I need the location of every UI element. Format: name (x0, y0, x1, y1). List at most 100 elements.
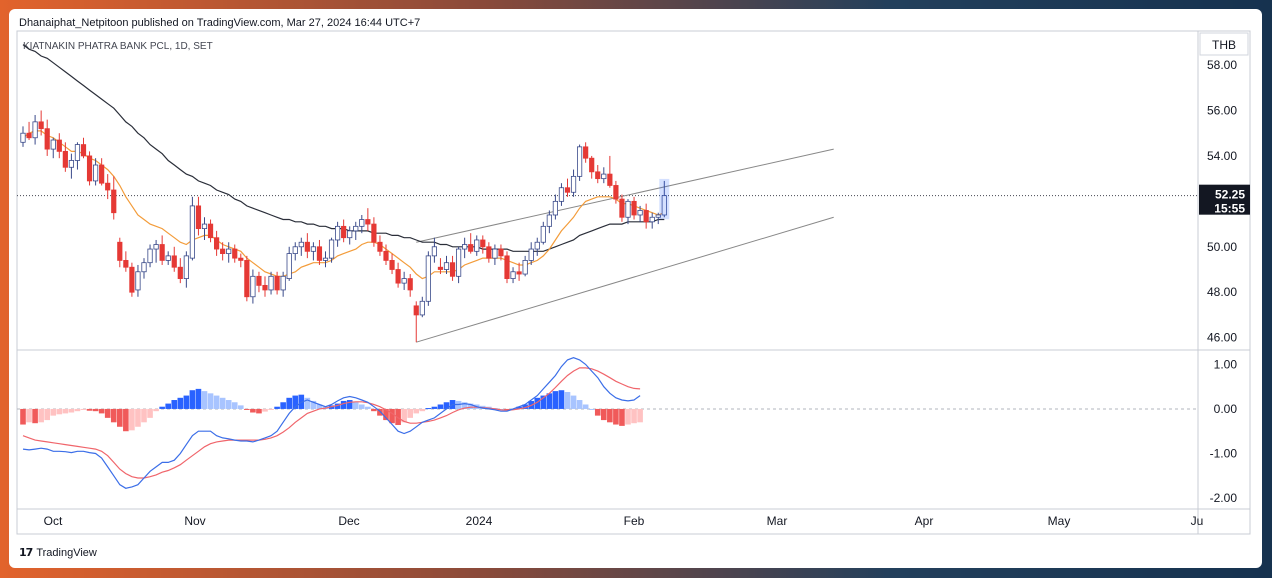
price-tick-label: 56.00 (1207, 104, 1237, 118)
candle-body (589, 157, 595, 173)
candle-body (498, 248, 504, 257)
candle-body (232, 248, 238, 259)
candle-body (371, 223, 377, 243)
tradingview-brand[interactable]: 17 TradingView (19, 546, 97, 559)
candle-body (189, 205, 195, 259)
candle-body (50, 139, 56, 150)
macd-histogram-bar (637, 408, 643, 423)
ema-short-line (22, 130, 665, 280)
current-price-time: 15:55 (1214, 202, 1245, 216)
candle-body (153, 244, 159, 250)
time-axis-label: Ju (1191, 514, 1204, 528)
time-axis-label: Apr (915, 514, 934, 528)
macd-histogram-bar (594, 408, 601, 416)
candle-body (528, 248, 534, 261)
macd-histogram-bar (401, 408, 407, 423)
candle-body (123, 260, 129, 268)
candle-body (250, 275, 256, 298)
candle-body (220, 248, 226, 255)
candle-body (643, 210, 649, 223)
current-price-box (1199, 184, 1250, 215)
symbol-label: KIATNAKIN PHATRA BANK PCL, 1D, SET (23, 41, 213, 52)
candle-body (510, 271, 516, 279)
currency-box (1199, 32, 1249, 56)
macd-histogram-bar (62, 408, 69, 414)
candle-body (129, 266, 135, 293)
chart-card: Dhanaiphat_Netpitoon published on Tradin… (9, 9, 1262, 568)
macd-histogram-bar (383, 408, 389, 421)
macd-histogram-bar (231, 402, 238, 409)
candle-body (474, 239, 480, 252)
macd-histogram-bar (619, 408, 625, 426)
macd-histogram-bar (352, 402, 359, 409)
candle-body (93, 164, 99, 182)
macd-histogram-bar (607, 408, 613, 423)
candle-body (20, 132, 26, 143)
macd-histogram-bar (601, 408, 607, 421)
candle-body (201, 223, 208, 230)
macd-histogram-bar (129, 408, 135, 431)
candle-body (347, 230, 353, 239)
macd-histogram-bar (570, 395, 577, 409)
candle-body (401, 278, 407, 284)
candle-body (564, 187, 571, 193)
candle-body (425, 255, 431, 302)
currency-label: THB (1212, 38, 1236, 52)
candle-body (601, 173, 607, 180)
candle-body (238, 257, 244, 261)
candle-body (316, 246, 323, 261)
time-axis-label: Nov (184, 514, 205, 528)
macd-histogram-bar (286, 397, 292, 409)
macd-histogram-bar (268, 408, 274, 410)
macd-tick-label: 1.00 (1214, 357, 1238, 371)
macd-histogram-bar (292, 395, 299, 409)
candle-body (183, 255, 189, 279)
tradingview-brand-label: TradingView (36, 546, 97, 559)
candle-body (334, 225, 341, 241)
macd-histogram-bar (504, 408, 510, 410)
macd-histogram-bar (443, 402, 450, 409)
candle-body (661, 195, 667, 216)
candle-body (268, 275, 274, 291)
candle-body (32, 121, 38, 139)
macd-histogram-bar (280, 402, 286, 409)
candle-body (280, 275, 286, 291)
candle-body (286, 253, 292, 279)
candle-body (74, 144, 81, 161)
candle-body (99, 164, 105, 184)
macd-histogram-bar (304, 397, 311, 409)
macd-histogram-bar (201, 391, 208, 409)
price-tick-label: 58.00 (1207, 58, 1237, 72)
candle-body (304, 241, 310, 252)
macd-histogram-bar (74, 408, 81, 412)
candle-body (480, 239, 486, 248)
macd-histogram-bar (558, 390, 565, 409)
last-candle-highlight (659, 178, 670, 220)
macd-histogram-bar (86, 408, 93, 411)
macd-histogram-bar (177, 397, 184, 409)
candle-body (492, 248, 498, 259)
macd-histogram-bar (80, 408, 87, 410)
macd-histogram-bar (631, 408, 637, 424)
candle-body (159, 244, 165, 261)
macd-histogram-bar (316, 404, 323, 409)
channel-line (416, 148, 834, 243)
candle-body (383, 250, 389, 261)
candle-body (310, 246, 317, 252)
price-tick-label: 50.00 (1207, 240, 1237, 254)
chart-svg[interactable]: 58.0056.0054.0052.0050.0048.0046.00THBKI… (9, 9, 1262, 568)
candle-body (437, 266, 444, 270)
candle-body (292, 246, 298, 255)
candle-body (135, 271, 141, 291)
candle-body (522, 260, 528, 275)
candle-body (462, 244, 468, 250)
macd-histogram-bar (588, 408, 595, 410)
candle-body (534, 241, 540, 250)
macd-histogram-bar (365, 406, 371, 409)
macd-histogram-bar (117, 408, 123, 427)
candle-body (655, 214, 661, 218)
price-tick-label: 54.00 (1207, 149, 1237, 163)
candle-body (44, 128, 50, 150)
candle-body (80, 144, 87, 157)
macd-histogram-bar (546, 393, 553, 409)
